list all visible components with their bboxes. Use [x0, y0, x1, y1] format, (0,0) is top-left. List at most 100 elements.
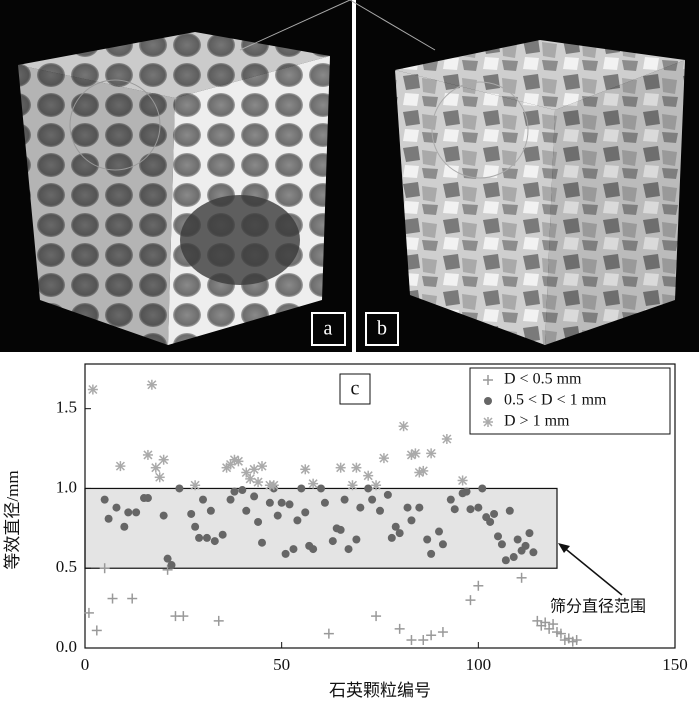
- dot: [486, 518, 494, 526]
- point: [514, 536, 522, 544]
- point: [282, 550, 290, 558]
- point: [418, 635, 428, 645]
- dot: [498, 540, 506, 548]
- point: [168, 561, 176, 569]
- point: [105, 515, 113, 523]
- point: [269, 480, 279, 490]
- panel-images: a b: [0, 0, 699, 352]
- dot: [439, 540, 447, 548]
- point: [301, 508, 309, 516]
- dot: [195, 534, 203, 542]
- dot: [384, 491, 392, 499]
- dot: [352, 536, 360, 544]
- point: [483, 417, 493, 427]
- point: [144, 494, 152, 502]
- point: [438, 627, 448, 637]
- dot: [356, 504, 364, 512]
- sieve-range-band: [85, 488, 557, 568]
- point: [88, 385, 98, 395]
- point: [190, 480, 200, 490]
- dot: [337, 526, 345, 534]
- dot: [199, 496, 207, 504]
- dot: [396, 529, 404, 537]
- dot: [120, 523, 128, 531]
- point: [352, 536, 360, 544]
- dot: [478, 484, 486, 492]
- point: [321, 499, 329, 507]
- point: [371, 480, 381, 490]
- point: [486, 518, 494, 526]
- point: [510, 553, 518, 561]
- panel-label: a: [324, 318, 333, 340]
- dot: [484, 397, 492, 405]
- point: [266, 499, 274, 507]
- point: [253, 477, 263, 487]
- y-axis-label: 等效直径/mm: [3, 470, 22, 569]
- point: [371, 611, 381, 621]
- point: [258, 539, 266, 547]
- x-tick-label: 150: [662, 655, 688, 674]
- point: [195, 534, 203, 542]
- dark-pore: [180, 195, 300, 285]
- point: [376, 507, 384, 515]
- legend-label: 0.5 < D < 1 mm: [504, 392, 607, 409]
- y-tick-label: 1.5: [56, 398, 77, 417]
- point: [426, 448, 436, 458]
- point: [384, 491, 392, 499]
- dot: [364, 484, 372, 492]
- point: [257, 461, 267, 471]
- legend-label: D < 0.5 mm: [504, 371, 582, 388]
- dot: [230, 488, 238, 496]
- point: [347, 480, 357, 490]
- point: [329, 537, 337, 545]
- figure: a b 等效直径/mm 石英颗粒编号 0.00.51.01.5050100150…: [0, 0, 699, 708]
- dot: [211, 537, 219, 545]
- dot: [301, 508, 309, 516]
- dot: [242, 507, 250, 515]
- dot: [321, 499, 329, 507]
- point: [336, 463, 346, 473]
- dot: [415, 504, 423, 512]
- dot: [502, 556, 510, 564]
- point: [238, 486, 246, 494]
- point: [112, 504, 120, 512]
- dot: [317, 484, 325, 492]
- point: [465, 595, 475, 605]
- point: [127, 594, 137, 604]
- point: [356, 504, 364, 512]
- dot: [368, 496, 376, 504]
- point: [278, 499, 286, 507]
- point: [418, 466, 428, 476]
- dot: [168, 561, 176, 569]
- panel-label: b: [377, 318, 387, 340]
- point: [120, 523, 128, 531]
- dot: [227, 496, 235, 504]
- point: [124, 508, 132, 516]
- point: [289, 545, 297, 553]
- point: [363, 471, 373, 481]
- point: [379, 453, 389, 463]
- point: [108, 594, 118, 604]
- point: [309, 545, 317, 553]
- point: [494, 532, 502, 540]
- dot: [187, 510, 195, 518]
- dot: [423, 536, 431, 544]
- legend-label: D > 1 mm: [504, 413, 570, 430]
- point: [517, 573, 527, 583]
- point: [474, 504, 482, 512]
- y-tick-label: 0.5: [56, 557, 77, 576]
- point: [447, 496, 455, 504]
- point: [293, 516, 301, 524]
- point: [396, 529, 404, 537]
- point: [484, 397, 492, 405]
- point: [151, 463, 161, 473]
- point: [115, 461, 125, 471]
- point: [406, 635, 416, 645]
- point: [466, 505, 474, 513]
- dot: [203, 534, 211, 542]
- point: [214, 616, 224, 626]
- point: [435, 528, 443, 536]
- point: [191, 523, 199, 531]
- dot: [289, 545, 297, 553]
- dot: [207, 507, 215, 515]
